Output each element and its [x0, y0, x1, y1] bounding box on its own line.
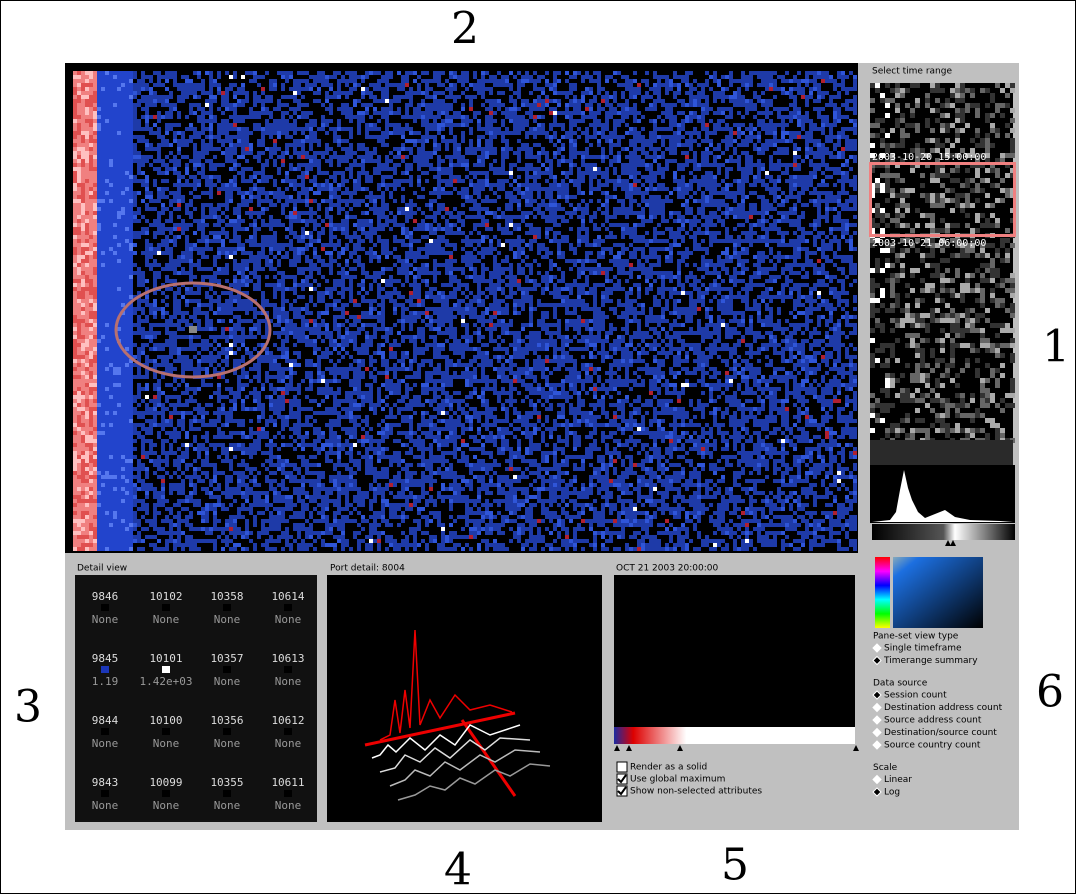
value-swatch [101, 666, 109, 673]
panel-title: Detail view [77, 564, 127, 574]
radio-label: Timerange summary [883, 656, 978, 666]
port-number: 10612 [271, 714, 304, 727]
annotation: 2 [451, 4, 479, 55]
panel-title: OCT 21 2003 20:00:00 [616, 564, 718, 574]
port-number: 10355 [210, 776, 243, 789]
timestamp: 2003-10-21 06:00:00 [872, 238, 986, 249]
port-number: 10614 [271, 590, 304, 603]
value-swatch [101, 790, 109, 797]
port-value: 1.19 [92, 675, 119, 688]
port-number: 10099 [149, 776, 182, 789]
radio-label: Destination/source count [884, 728, 997, 738]
port-number: 10100 [149, 714, 182, 727]
color-scale[interactable] [614, 727, 855, 744]
port-value: None [92, 737, 119, 750]
radio-label: Log [884, 788, 900, 798]
value-swatch [223, 790, 231, 797]
timestamp: 2003-10-20 15:00:00 [872, 152, 986, 163]
radio-label: Source country count [884, 741, 981, 751]
port-value: None [275, 675, 302, 688]
port-number: 9846 [92, 590, 119, 603]
checkbox-label: Show non-selected attributes [630, 787, 762, 797]
value-swatch [223, 604, 231, 611]
group-title: Data source [873, 679, 928, 689]
radio-label: Single timeframe [884, 644, 962, 654]
port-value: None [275, 799, 302, 812]
value-swatch [284, 728, 292, 735]
annotation: 5 [721, 840, 749, 891]
port-number: 10101 [149, 652, 182, 665]
value-swatch [284, 666, 292, 673]
radio-label: Linear [884, 775, 912, 785]
annotation: 1 [1042, 322, 1070, 373]
port-value: None [153, 613, 180, 626]
port-number: 10613 [271, 652, 304, 665]
selected-cell[interactable] [189, 326, 197, 333]
panel-title: Port detail: 8004 [330, 564, 405, 574]
value-swatch [162, 604, 170, 611]
port-value: None [214, 675, 241, 688]
hue-strip[interactable] [875, 557, 890, 628]
screen: 2 1 3 4 5 6 Select time range 2003-10-20… [0, 0, 1076, 894]
port-number: 10356 [210, 714, 243, 727]
value-swatch [162, 728, 170, 735]
port-detail-3d[interactable] [327, 575, 602, 822]
port-number: 9843 [92, 776, 119, 789]
port-number: 9844 [92, 714, 119, 727]
port-value: None [153, 737, 180, 750]
timeframe-view [614, 575, 855, 727]
range-slider[interactable] [872, 524, 1015, 540]
value-swatch [223, 666, 231, 673]
value-swatch [101, 604, 109, 611]
group-title: Pane-set view type [873, 632, 959, 642]
value-swatch [284, 604, 292, 611]
value-swatch [101, 728, 109, 735]
annotation: 4 [444, 845, 472, 894]
checkbox-label: Use global maximum [630, 775, 725, 785]
port-value: None [275, 613, 302, 626]
port-number: 9845 [92, 652, 119, 665]
value-swatch [223, 728, 231, 735]
port-value: None [92, 613, 119, 626]
annotation: 3 [14, 682, 42, 733]
radio-label: Destination address count [884, 703, 1003, 713]
value-swatch [284, 790, 292, 797]
value-swatch [162, 666, 170, 673]
port-value: None [153, 799, 180, 812]
port-number: 10611 [271, 776, 304, 789]
radio-label: Source address count [884, 716, 982, 726]
checkbox[interactable] [617, 762, 627, 772]
port-number: 10358 [210, 590, 243, 603]
port-number: 10357 [210, 652, 243, 665]
panel-title: Select time range [872, 67, 952, 77]
annotation: 6 [1036, 667, 1064, 718]
port-value: None [92, 799, 119, 812]
checkbox-label: Render as a solid [630, 763, 707, 773]
port-value: None [214, 737, 241, 750]
port-value: None [214, 799, 241, 812]
group-title: Scale [873, 763, 898, 773]
radio-label: Session count [884, 691, 947, 701]
port-value: None [214, 613, 241, 626]
port-number: 10102 [149, 590, 182, 603]
value-swatch [162, 790, 170, 797]
port-value: None [275, 737, 302, 750]
thumbnail-spacer [870, 440, 1013, 465]
port-value: 1.42e+03 [140, 675, 193, 688]
color-picker[interactable] [893, 557, 983, 628]
